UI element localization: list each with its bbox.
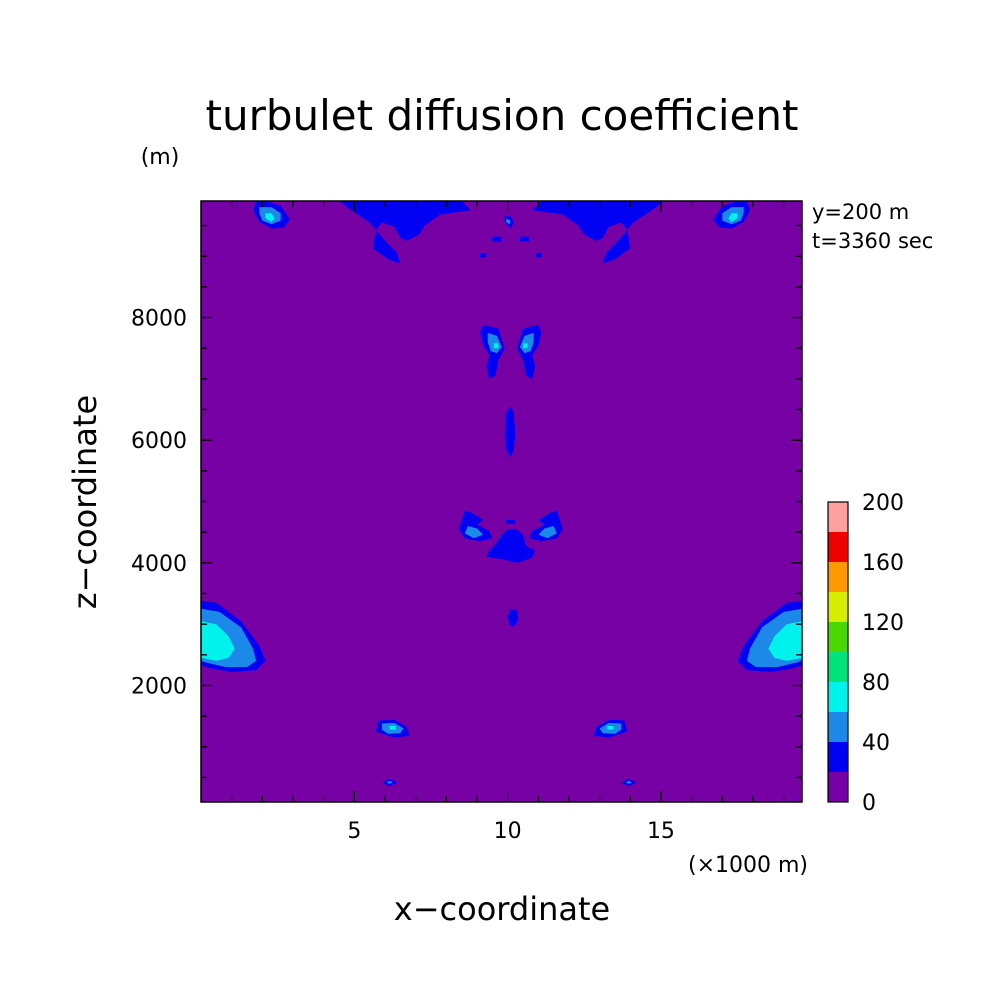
colorbar-swatch bbox=[828, 592, 848, 622]
colorbar-label: 200 bbox=[862, 491, 904, 516]
contour-region bbox=[625, 780, 632, 784]
y-unit-label: (m) bbox=[141, 145, 180, 170]
x-tick-label: 10 bbox=[494, 819, 522, 844]
colorbar-label: 40 bbox=[862, 731, 890, 756]
y-tick-label: 8000 bbox=[131, 307, 187, 332]
contour-region bbox=[339, 201, 471, 264]
contour-region bbox=[265, 213, 275, 222]
colorbar-label: 120 bbox=[862, 611, 904, 636]
colorbar-swatch bbox=[828, 562, 848, 592]
contour-region bbox=[386, 780, 393, 784]
contour-region bbox=[768, 621, 802, 661]
y-axis-title: z−coordinate bbox=[66, 395, 104, 609]
colorbar-labels: 0 40 80 120 160 200 bbox=[862, 491, 904, 816]
colorbar bbox=[827, 501, 849, 803]
contour-region bbox=[516, 324, 542, 379]
colorbar-label: 80 bbox=[862, 671, 890, 696]
colorbar-frame bbox=[827, 501, 849, 803]
y-tick-labels: 2000 4000 6000 8000 bbox=[131, 307, 187, 700]
contour-region bbox=[480, 253, 487, 258]
colorbar-swatch bbox=[828, 742, 848, 772]
contour-region bbox=[504, 406, 516, 458]
contour-region bbox=[523, 343, 528, 349]
contour-region bbox=[506, 519, 516, 524]
colorbar-swatch bbox=[828, 682, 848, 712]
contour-region bbox=[492, 236, 502, 242]
contour-fills bbox=[201, 201, 802, 787]
contour-region bbox=[389, 726, 396, 730]
y-tick-label: 2000 bbox=[131, 674, 187, 699]
chart-title: turbulet diffusion coefficient bbox=[206, 91, 799, 140]
contour-region bbox=[486, 529, 536, 563]
contour-region bbox=[607, 726, 614, 730]
colorbar-label: 160 bbox=[862, 551, 904, 576]
colorbar-swatch bbox=[828, 622, 848, 652]
contour-region bbox=[538, 526, 557, 539]
contour-region bbox=[464, 526, 484, 539]
contour-region bbox=[532, 201, 664, 264]
contour-region bbox=[728, 213, 738, 222]
x-tick-labels: 5 10 15 bbox=[347, 819, 675, 844]
contour-region bbox=[507, 608, 519, 628]
colorbar-swatch bbox=[828, 772, 848, 802]
colorbar-swatch bbox=[828, 502, 848, 532]
contour-region bbox=[480, 324, 505, 379]
colorbar-label: 0 bbox=[862, 791, 876, 816]
contour-region bbox=[493, 343, 499, 349]
colorbar-swatch bbox=[828, 712, 848, 742]
y-tick-label: 6000 bbox=[131, 429, 187, 454]
colorbar-swatch bbox=[828, 652, 848, 682]
contour-region bbox=[535, 253, 542, 258]
axis-ticks bbox=[201, 201, 802, 802]
annotation-time: t=3360 sec bbox=[812, 229, 933, 253]
x-tick-label: 5 bbox=[347, 819, 361, 844]
y-tick-label: 4000 bbox=[131, 552, 187, 577]
x-unit-label: (×1000 m) bbox=[688, 853, 808, 878]
colorbar-swatch bbox=[828, 532, 848, 562]
x-tick-label: 15 bbox=[647, 819, 675, 844]
contour-region bbox=[201, 621, 235, 661]
contour-region bbox=[506, 219, 511, 225]
plot-area bbox=[200, 200, 803, 803]
plot-frame bbox=[200, 200, 803, 803]
plot-background bbox=[201, 201, 802, 802]
annotation-y-level: y=200 m bbox=[812, 200, 909, 224]
x-axis-title: x−coordinate bbox=[394, 890, 610, 928]
contour-region bbox=[519, 236, 530, 242]
